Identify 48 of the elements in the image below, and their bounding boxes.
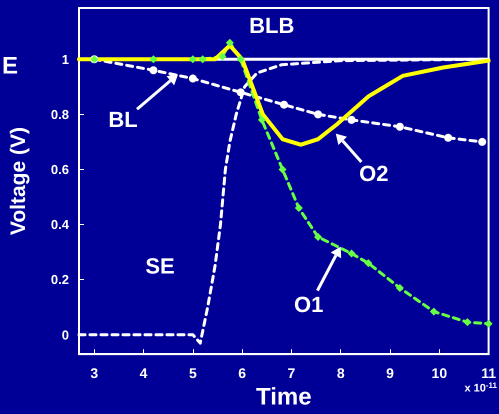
point xyxy=(314,110,322,118)
point xyxy=(226,38,234,47)
annotation: SE xyxy=(145,253,175,278)
annotation: O1 xyxy=(294,292,324,318)
point xyxy=(364,259,372,268)
y-tick-label: 0.2 xyxy=(50,272,69,288)
annotation: BLB xyxy=(249,12,294,38)
point xyxy=(484,320,493,328)
point xyxy=(236,55,245,64)
point xyxy=(396,284,404,292)
text: E xyxy=(2,52,18,80)
point xyxy=(149,66,158,74)
x-tick-label: 6 xyxy=(238,365,246,382)
point xyxy=(188,55,197,64)
point xyxy=(236,88,245,96)
point xyxy=(314,232,322,241)
point xyxy=(348,250,356,258)
point xyxy=(188,74,197,83)
x-tick-label: 3 xyxy=(90,365,98,382)
y-tick-label: 0.8 xyxy=(50,106,69,122)
x-tick-label: 5 xyxy=(188,365,197,382)
point xyxy=(430,308,438,316)
y-tick-label: 1 xyxy=(62,52,69,67)
point xyxy=(396,122,404,131)
y-tick-label: 0.4 xyxy=(50,217,70,232)
point xyxy=(444,134,452,142)
point xyxy=(294,204,303,212)
point xyxy=(278,165,287,174)
x-tick-label: 9 xyxy=(386,365,394,382)
x-tick-label: 8 xyxy=(336,365,345,382)
point xyxy=(348,116,356,124)
point xyxy=(463,318,472,326)
x-tick-label: 4 xyxy=(140,365,148,382)
point xyxy=(218,52,226,60)
x-axis-title: Time xyxy=(256,384,312,410)
x-tick-label: 10 xyxy=(432,365,448,382)
point xyxy=(258,116,266,124)
point xyxy=(280,100,288,109)
y-axis-title: Voltage (V) xyxy=(7,126,30,236)
point xyxy=(149,55,158,64)
y-tick-label: 0.6 xyxy=(50,162,69,177)
annotation: O2 xyxy=(359,161,388,186)
x-tick-label: 7 xyxy=(288,365,296,382)
y-tick-label: 0 xyxy=(62,327,69,342)
x-tick-label: 11 xyxy=(481,365,496,382)
point xyxy=(198,55,207,64)
point xyxy=(478,138,486,146)
annotation: BL xyxy=(108,106,138,132)
